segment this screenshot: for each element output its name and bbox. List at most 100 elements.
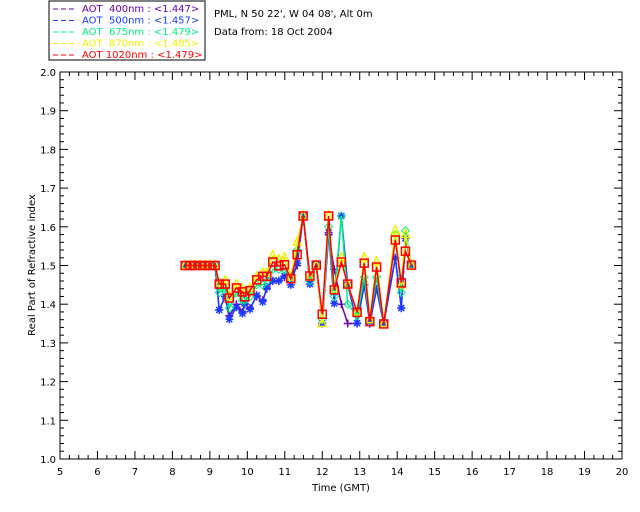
data-point [336,211,347,221]
data-point [274,276,283,285]
legend-box [48,0,206,61]
data-point [179,258,191,270]
data-point [323,222,334,232]
data-point [214,279,224,289]
data-point [365,316,375,327]
x-tick-label: 19 [578,467,591,478]
x-tick-label: 12 [316,467,329,478]
data-point [204,258,216,270]
data-point [262,271,272,282]
data-point [224,293,235,303]
data-point [185,260,195,271]
data-point [391,253,400,262]
series-layer [179,209,417,329]
y-tick-label: 1.7 [40,184,56,195]
data-point [359,258,369,268]
data-point [317,316,328,328]
data-point [240,295,250,306]
x-tick-label: 11 [278,467,291,478]
data-point [336,257,347,267]
data-point [371,262,382,272]
data-point [210,260,220,271]
y-tick-label: 1.1 [40,416,56,427]
data-point [267,249,279,260]
legend-entry: AOT 870nm : <1.485> [82,39,199,50]
data-point [317,309,328,320]
data-point [232,303,241,312]
data-point [400,246,411,256]
x-tick-label: 14 [391,467,404,478]
data-point [378,319,389,329]
y-tick-label: 1.3 [40,339,56,350]
data-point [184,258,196,270]
data-point [245,305,254,314]
data-point [220,279,230,289]
site-title: PML, N 50 22', W 04 08', Alt 0m [214,9,373,20]
data-point [359,251,370,262]
data-point [189,258,201,270]
y-axis-label: Real Part of Refractive index [27,194,38,336]
data-point [396,278,407,289]
data-point [343,319,352,328]
data-point [305,280,314,289]
x-axis-label: Time (GMT) [311,483,370,494]
data-point [293,259,302,268]
data-point [305,271,315,281]
data-point [205,260,215,271]
data-point [372,284,381,293]
data-point [351,305,363,316]
data-point [397,304,406,313]
data-point [262,283,271,292]
data-point [329,291,339,302]
legend: AOT 400nm : <1.447>AOT 500nm : <1.457>AO… [53,4,202,61]
data-point [329,285,340,295]
y-tick-label: 1.9 [40,107,56,118]
data-point [364,313,376,324]
data-point [224,303,235,313]
data-point [245,285,255,296]
x-tick-label: 10 [241,467,254,478]
y-tick-label: 1.2 [40,378,56,389]
data-point [274,261,284,271]
y-tick-label: 1.5 [40,262,56,273]
y-tick-label: 2.0 [40,68,56,79]
x-tick-label: 7 [132,467,138,478]
date-title: Data from: 18 Oct 2004 [214,27,333,38]
data-point [195,260,205,271]
data-point [371,272,382,282]
data-point [343,299,353,309]
x-tick-label: 13 [353,467,366,478]
data-point [180,260,190,271]
data-point [323,211,334,221]
data-point [360,280,369,289]
data-point [215,306,224,315]
data-point [280,271,289,280]
legend-entry: AOT 675nm : <1.479> [82,27,199,38]
data-point [237,295,248,306]
legend-entry: AOT 400nm : <1.447> [82,4,199,15]
series-square [180,211,417,329]
data-point [286,280,295,289]
data-point [238,309,247,318]
data-point [268,276,277,285]
data-point [200,260,210,271]
data-point [371,254,382,266]
x-tick-label: 6 [94,467,100,478]
data-point [329,282,340,293]
y-tick-label: 1.4 [40,300,56,311]
data-point [353,319,362,328]
x-tick-label: 8 [169,467,175,478]
data-point [190,260,200,271]
data-point [298,211,308,221]
data-point [194,258,206,270]
data-point [225,315,234,324]
data-point [239,292,250,302]
x-tick-label: 20 [616,467,629,478]
data-point [292,249,302,260]
data-point [311,260,322,270]
data-point [240,299,249,308]
y-tick-label: 1.0 [40,455,56,466]
data-point [396,278,407,288]
data-point [352,307,362,318]
